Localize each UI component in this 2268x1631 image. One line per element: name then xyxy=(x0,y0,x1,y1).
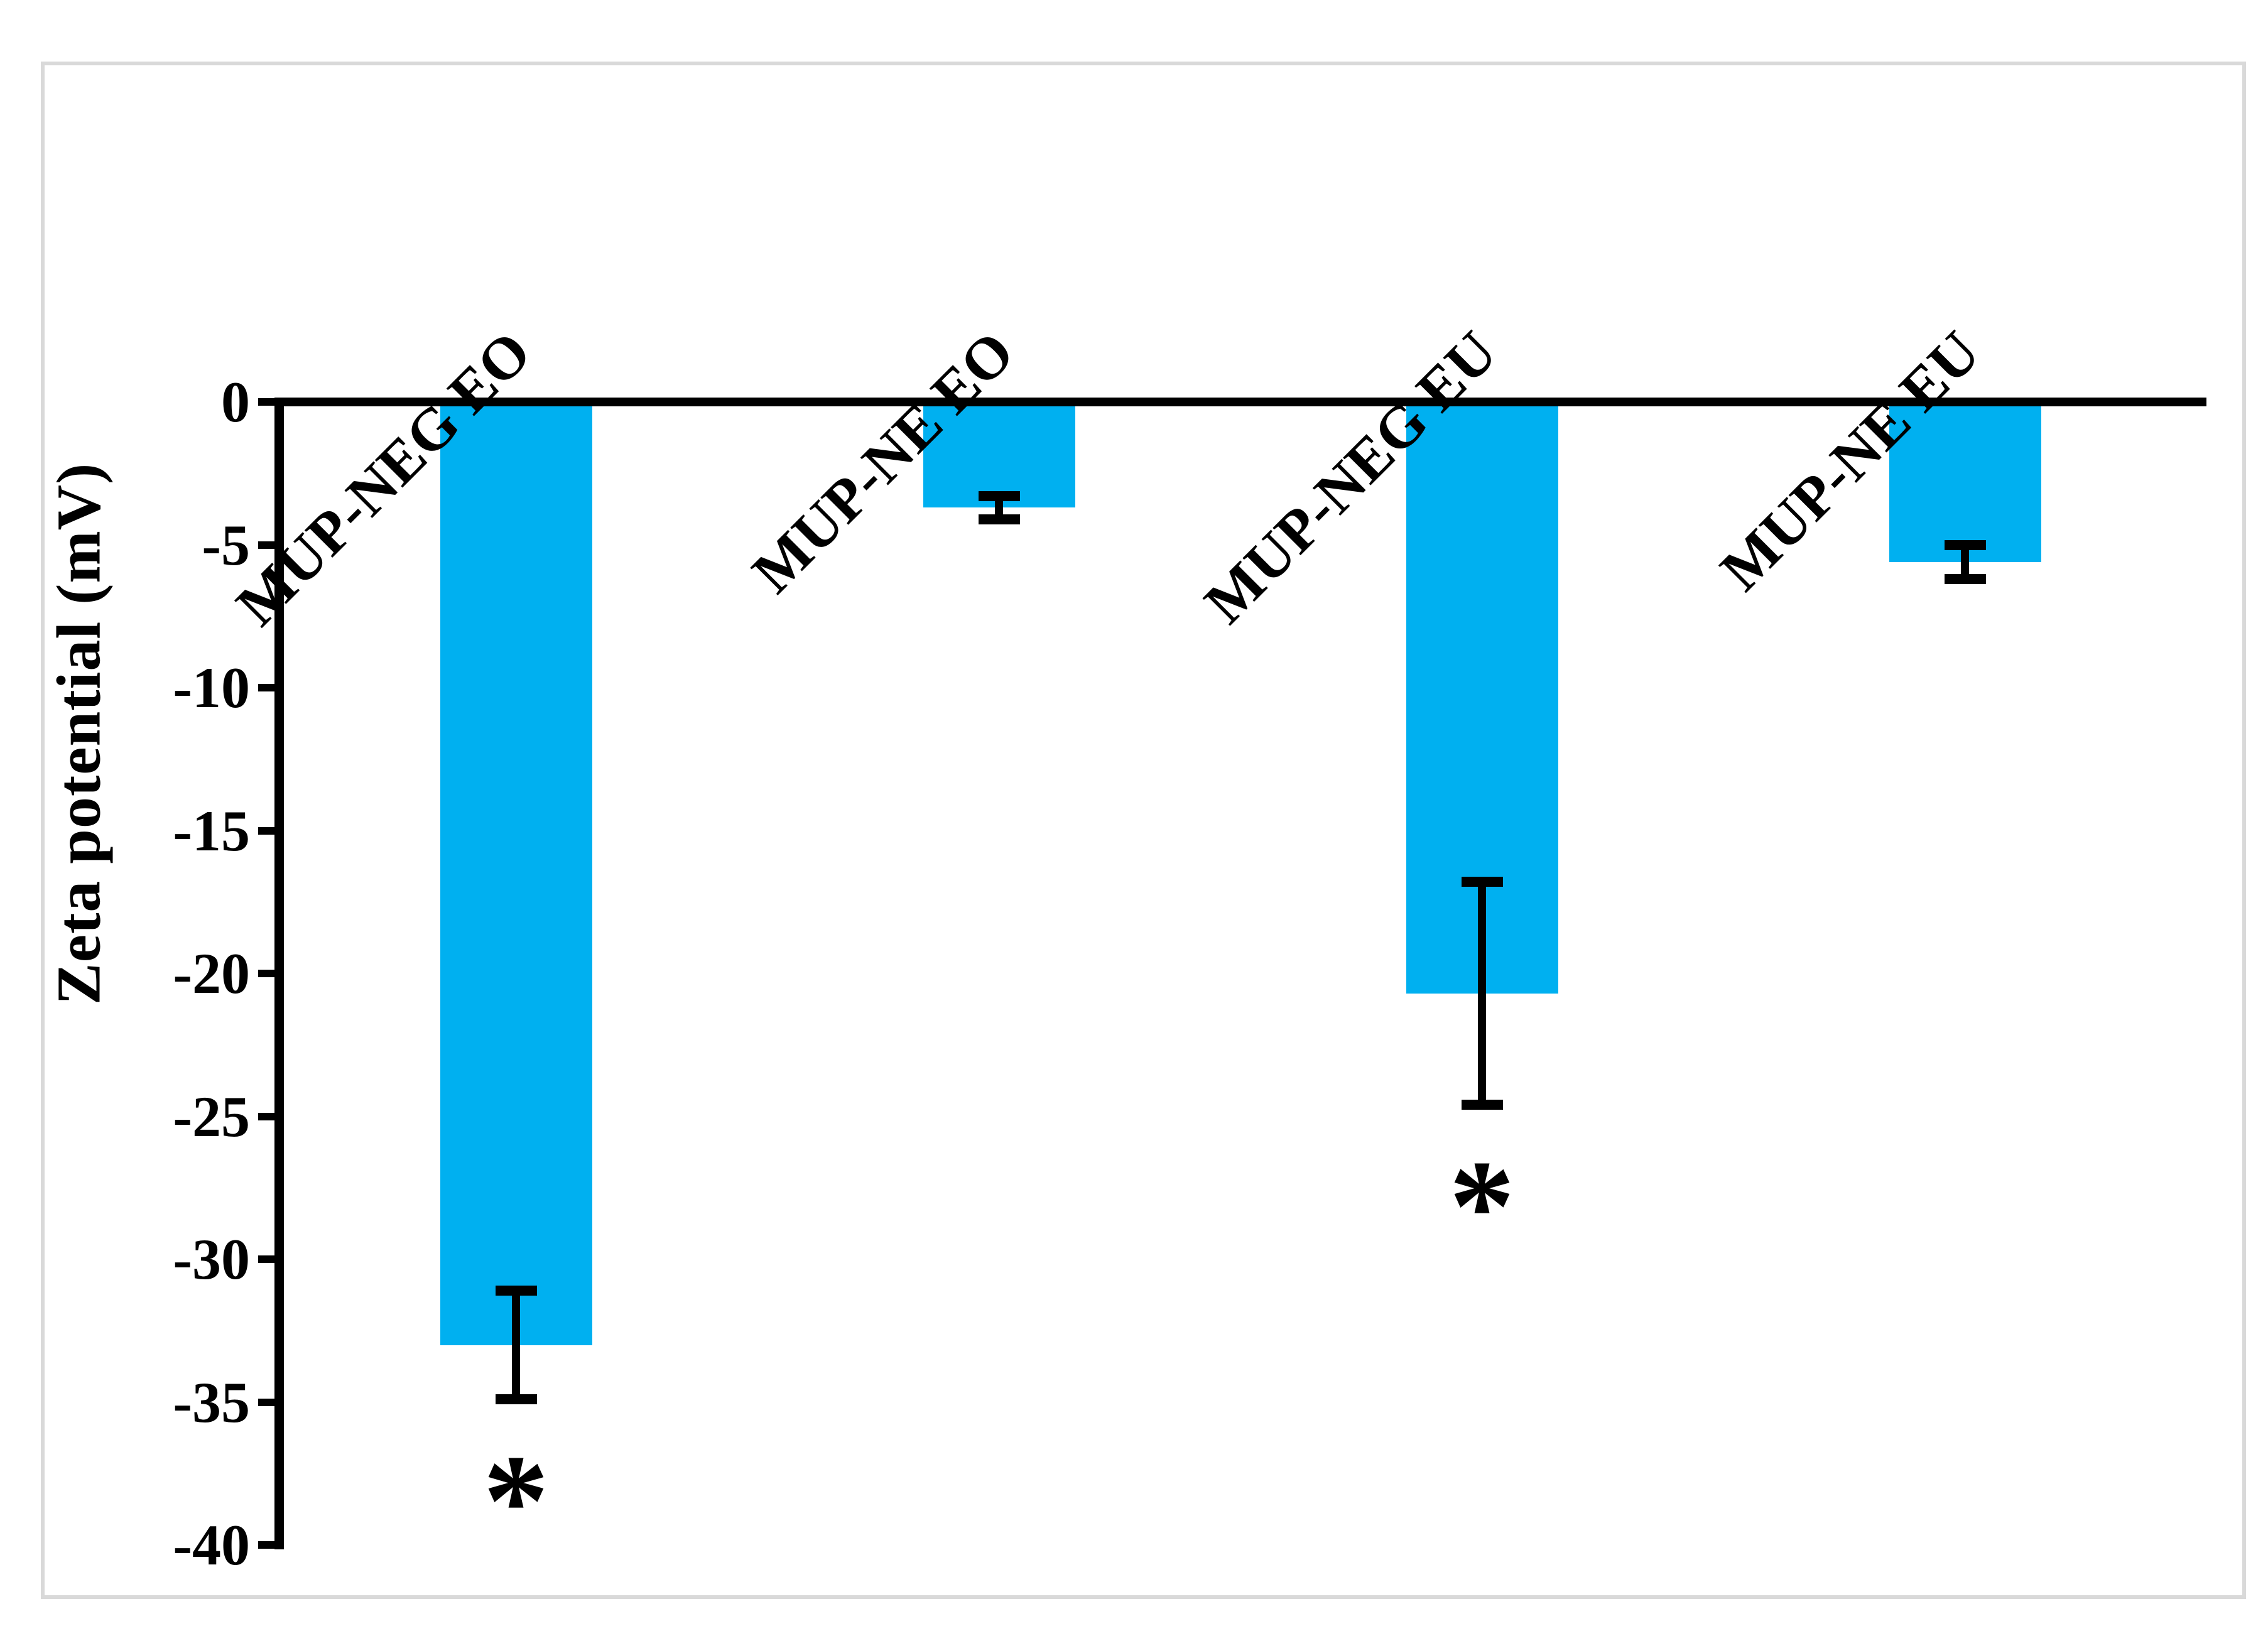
y-tick-label: -35 xyxy=(173,1370,250,1434)
error-bar-stem xyxy=(1961,545,1969,580)
y-tick-label: -20 xyxy=(173,941,250,1005)
error-bar-lower-cap xyxy=(978,514,1020,524)
error-bar-upper-cap xyxy=(495,1286,537,1296)
y-tick-mark xyxy=(258,826,274,835)
y-tick-mark xyxy=(258,1255,274,1263)
bar-mup-neg-eo xyxy=(440,402,592,1345)
y-tick-mark xyxy=(258,1541,274,1549)
y-tick-label: -40 xyxy=(173,1513,250,1577)
error-bar-upper-cap xyxy=(1944,539,1986,550)
y-axis-line xyxy=(274,398,284,1549)
error-bar-lower-cap xyxy=(495,1394,537,1404)
y-tick-label: -25 xyxy=(173,1084,250,1149)
y-tick-mark xyxy=(258,1112,274,1120)
bar-mup-ne-eo xyxy=(923,402,1075,508)
y-tick-mark xyxy=(258,684,274,691)
error-bar-lower-cap xyxy=(1461,1100,1503,1110)
y-tick-mark xyxy=(258,970,274,977)
error-bar-lower-cap xyxy=(1944,574,1986,585)
y-tick-mark xyxy=(258,541,274,549)
significance-asterisk: * xyxy=(1449,1134,1515,1280)
error-bar-stem xyxy=(995,496,1003,519)
error-bar-upper-cap xyxy=(978,491,1020,502)
y-tick-label: -5 xyxy=(202,512,250,577)
x-axis-line xyxy=(274,398,2206,406)
y-tick-label: -30 xyxy=(173,1227,250,1291)
y-tick-mark xyxy=(258,398,274,406)
error-bar-stem xyxy=(1478,882,1486,1105)
y-tick-mark xyxy=(258,1398,274,1406)
error-bar-stem xyxy=(512,1291,520,1399)
y-tick-label: -10 xyxy=(173,656,250,720)
figure-frame: Zeta potential (mV) 0 -5 -10 -15 -20 -25 -30 -3… xyxy=(41,62,2246,1599)
error-bar-upper-cap xyxy=(1461,877,1503,887)
y-tick-label: 0 xyxy=(221,370,250,434)
bar-mup-ne-eu xyxy=(1889,402,2041,562)
y-tick-label: -15 xyxy=(173,798,250,863)
significance-asterisk: * xyxy=(483,1428,549,1574)
